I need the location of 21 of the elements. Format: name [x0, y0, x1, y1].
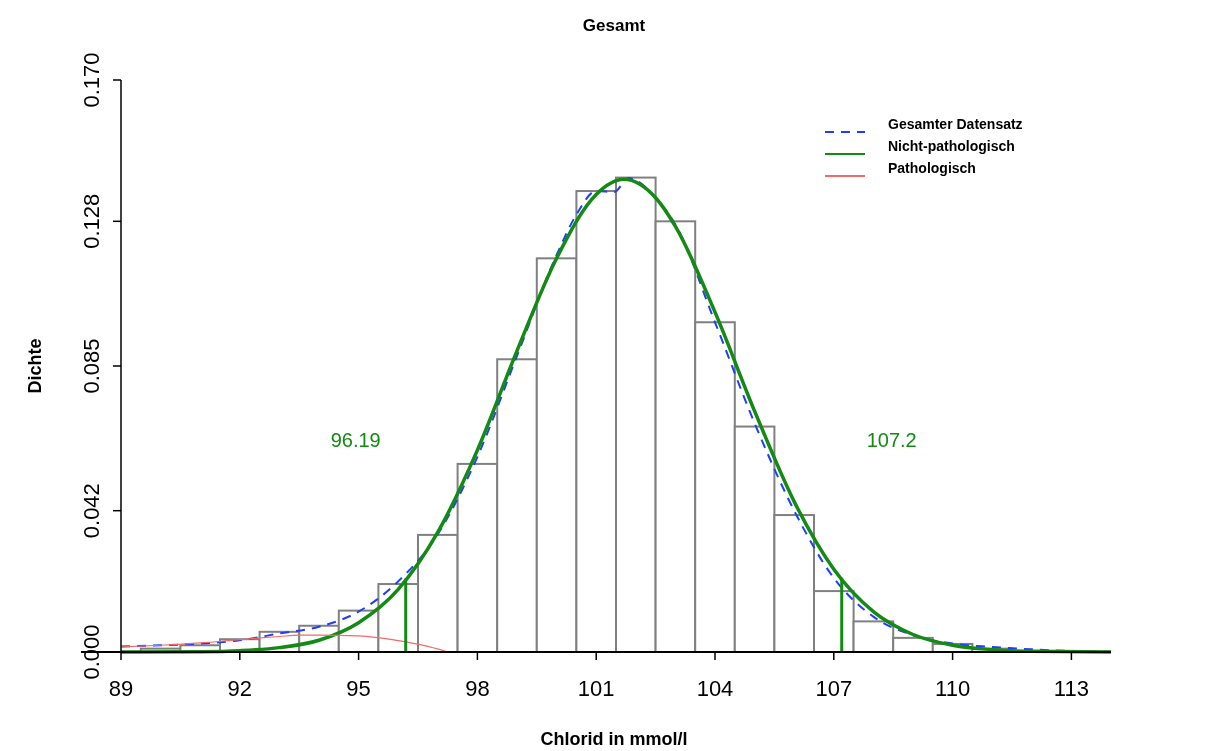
y-tick-label: 0.170	[79, 52, 104, 108]
x-tick-label: 101	[577, 676, 615, 701]
x-tick-label: 95	[346, 676, 371, 701]
y-tick-label: 0.042	[79, 483, 104, 539]
x-tick-label: 104	[696, 676, 734, 701]
y-tick-label: 0.085	[79, 338, 104, 394]
x-tick-label: 89	[108, 676, 134, 701]
legend-label: Pathologisch	[888, 160, 976, 176]
y-tick-label: 0.128	[79, 193, 104, 249]
legend-label: Nicht-pathologisch	[888, 138, 1015, 154]
ref-line-label: 96.19	[330, 429, 381, 452]
chart-title: Gesamt	[582, 16, 646, 35]
x-tick-label: 98	[465, 676, 490, 701]
x-tick-label: 92	[227, 676, 253, 701]
y-axis-title: Dichte	[25, 338, 45, 394]
ref-line-label: 107.2	[866, 429, 917, 452]
x-tick-label: 110	[935, 676, 971, 701]
x-axis-title: Chlorid in mmol/l	[540, 729, 688, 749]
x-tick-label: 107	[815, 676, 853, 701]
legend-label: Gesamter Datensatz	[888, 116, 1023, 132]
x-tick-label: 113	[1053, 676, 1089, 701]
